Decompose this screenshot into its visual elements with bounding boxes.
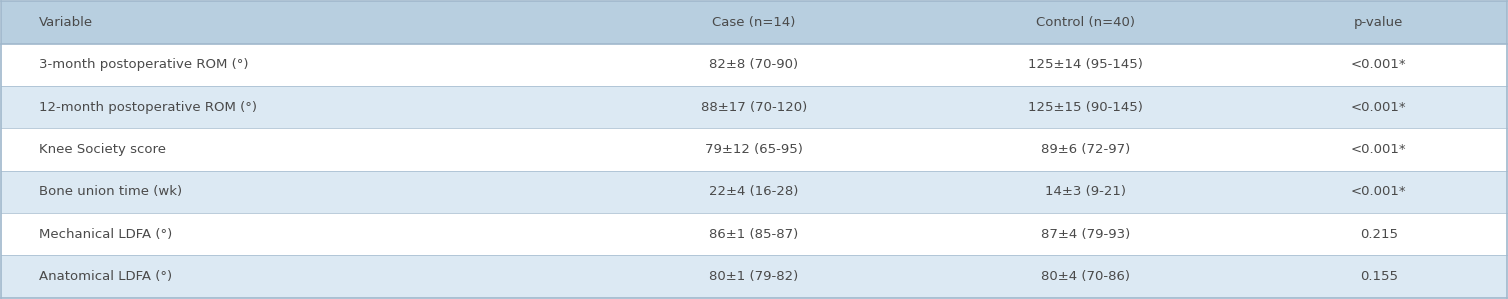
Text: Knee Society score: Knee Society score xyxy=(39,143,166,156)
Bar xyxy=(2,128,1506,171)
Text: <0.001*: <0.001* xyxy=(1351,143,1407,156)
Text: 80±4 (70-86): 80±4 (70-86) xyxy=(1041,270,1129,283)
Bar xyxy=(2,1,1506,44)
Bar xyxy=(2,86,1506,128)
Text: 88±17 (70-120): 88±17 (70-120) xyxy=(701,101,807,114)
Text: Variable: Variable xyxy=(39,16,93,29)
Text: 80±1 (79-82): 80±1 (79-82) xyxy=(709,270,799,283)
Text: <0.001*: <0.001* xyxy=(1351,58,1407,71)
Text: 87±4 (79-93): 87±4 (79-93) xyxy=(1041,228,1129,241)
Text: Case (n=14): Case (n=14) xyxy=(712,16,796,29)
Text: 3-month postoperative ROM (°): 3-month postoperative ROM (°) xyxy=(39,58,249,71)
Text: Bone union time (wk): Bone union time (wk) xyxy=(39,185,182,198)
Text: Control (n=40): Control (n=40) xyxy=(1036,16,1134,29)
Text: 12-month postoperative ROM (°): 12-month postoperative ROM (°) xyxy=(39,101,256,114)
Text: 82±8 (70-90): 82±8 (70-90) xyxy=(709,58,799,71)
Text: <0.001*: <0.001* xyxy=(1351,185,1407,198)
Text: 22±4 (16-28): 22±4 (16-28) xyxy=(709,185,799,198)
Text: 0.215: 0.215 xyxy=(1360,228,1398,241)
Bar xyxy=(2,44,1506,86)
Text: 0.155: 0.155 xyxy=(1360,270,1398,283)
Text: 125±15 (90-145): 125±15 (90-145) xyxy=(1028,101,1143,114)
Bar xyxy=(2,213,1506,255)
Text: 125±14 (95-145): 125±14 (95-145) xyxy=(1028,58,1143,71)
Bar xyxy=(2,171,1506,213)
Text: 86±1 (85-87): 86±1 (85-87) xyxy=(709,228,799,241)
Text: <0.001*: <0.001* xyxy=(1351,101,1407,114)
Text: p-value: p-value xyxy=(1354,16,1404,29)
Bar xyxy=(2,255,1506,298)
Text: 14±3 (9-21): 14±3 (9-21) xyxy=(1045,185,1125,198)
Text: 79±12 (65-95): 79±12 (65-95) xyxy=(706,143,802,156)
Text: Anatomical LDFA (°): Anatomical LDFA (°) xyxy=(39,270,172,283)
Text: 89±6 (72-97): 89±6 (72-97) xyxy=(1041,143,1129,156)
Text: Mechanical LDFA (°): Mechanical LDFA (°) xyxy=(39,228,172,241)
